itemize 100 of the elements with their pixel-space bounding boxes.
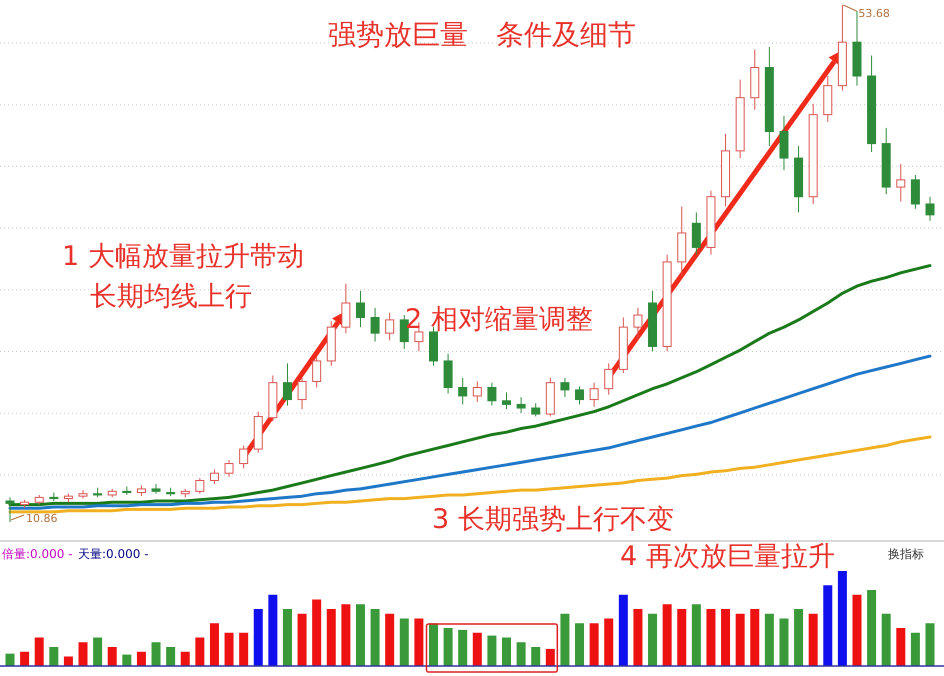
bar	[254, 609, 263, 666]
candlestick	[472, 380, 482, 402]
bar	[516, 642, 526, 666]
bar	[444, 628, 453, 666]
bar	[6, 654, 14, 666]
bar	[268, 594, 278, 666]
bar	[195, 638, 204, 666]
annotation: 长期均线上行	[90, 281, 252, 312]
bar	[472, 632, 482, 666]
candlestick	[298, 377, 307, 410]
bar	[677, 609, 686, 666]
candlestick	[458, 377, 468, 405]
bar	[502, 638, 512, 666]
text: 强势放巨量 条件及细节	[328, 18, 636, 51]
bar	[239, 632, 248, 666]
candlestick	[560, 377, 570, 398]
candlestick	[93, 487, 102, 498]
text: 天量:0.000 -	[78, 547, 149, 561]
bar	[108, 647, 117, 666]
bar	[633, 609, 642, 666]
candlestick	[195, 478, 204, 494]
bar	[282, 609, 292, 666]
bar	[808, 614, 818, 666]
text: 换指标	[888, 547, 924, 561]
bar	[531, 647, 540, 666]
bar	[385, 614, 394, 666]
bar	[414, 618, 424, 666]
bar	[487, 636, 496, 666]
bar	[152, 642, 161, 666]
candlestick	[400, 314, 409, 350]
candlestick	[604, 362, 614, 396]
bar	[166, 647, 176, 666]
bar	[648, 614, 658, 666]
bar	[882, 614, 891, 666]
bar	[838, 571, 847, 666]
candlestick	[385, 312, 394, 341]
candlestick	[210, 469, 219, 485]
bar	[590, 623, 599, 666]
bar	[852, 594, 862, 666]
candlestick	[575, 386, 584, 405]
candlestick	[531, 402, 540, 417]
bar	[400, 618, 409, 666]
candlestick	[926, 196, 934, 222]
bar	[867, 590, 876, 666]
candlestick	[590, 382, 599, 408]
annotation: 10.86	[26, 512, 58, 525]
candlestick	[356, 290, 365, 328]
bar	[458, 630, 468, 666]
bar	[910, 632, 920, 666]
candlestick	[516, 396, 526, 414]
bar	[721, 609, 730, 666]
candlestick	[34, 494, 44, 506]
bar	[210, 623, 219, 666]
candlestick	[224, 459, 234, 478]
annotation: 2 相对缩量调整	[405, 304, 593, 335]
bar	[298, 614, 307, 666]
bar	[779, 618, 788, 666]
bar	[706, 609, 716, 666]
bar	[341, 604, 350, 666]
bar	[326, 609, 336, 666]
candlestick	[6, 496, 14, 522]
bar	[560, 614, 570, 666]
bar	[93, 638, 102, 666]
bar	[122, 654, 132, 666]
candlestick	[370, 307, 380, 342]
bar	[356, 604, 365, 666]
candlestick	[312, 356, 322, 388]
bar	[662, 604, 672, 666]
bar	[136, 652, 146, 666]
annotation: 3 长期强势上行不变	[432, 504, 674, 535]
bar	[926, 623, 934, 666]
bar	[896, 628, 906, 666]
bar	[575, 623, 584, 666]
bar	[546, 648, 555, 666]
bar	[224, 632, 234, 666]
bar	[34, 638, 44, 666]
bar	[180, 652, 190, 666]
bar	[823, 585, 832, 666]
bar	[764, 614, 774, 666]
bar	[20, 652, 30, 666]
bar	[618, 594, 628, 666]
candlestick	[239, 444, 248, 469]
bar	[428, 623, 438, 666]
bar	[794, 609, 804, 666]
bar	[78, 642, 88, 666]
bar	[49, 647, 58, 666]
bar	[312, 600, 322, 666]
candlestick	[487, 382, 496, 406]
text: 倍量:0.000 -	[2, 547, 73, 561]
bar	[604, 618, 614, 666]
bar	[750, 609, 760, 666]
annotation: 53.68	[858, 7, 890, 20]
annotation: 4 再次放巨量拉升	[620, 541, 835, 572]
annotation: 1 大幅放量拉升带动	[62, 241, 304, 272]
bar	[692, 604, 701, 666]
candlestick	[282, 362, 292, 406]
candlestick	[136, 484, 146, 497]
bar	[736, 614, 745, 666]
bar	[64, 656, 73, 666]
candlestick	[502, 392, 512, 410]
